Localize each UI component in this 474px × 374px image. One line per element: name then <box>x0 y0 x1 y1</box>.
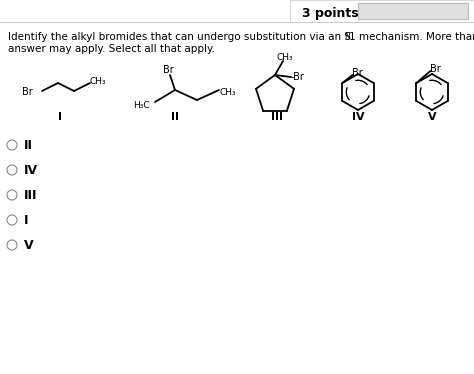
Text: 1 mechanism. More than one: 1 mechanism. More than one <box>349 32 474 42</box>
Text: Br: Br <box>22 87 33 97</box>
Text: 3 points: 3 points <box>302 6 359 19</box>
Text: III: III <box>271 112 283 122</box>
FancyBboxPatch shape <box>358 3 468 19</box>
Text: V: V <box>428 112 436 122</box>
Text: III: III <box>24 188 37 202</box>
Text: H₃C: H₃C <box>133 101 150 110</box>
Text: -Br: -Br <box>291 72 305 82</box>
Text: IV: IV <box>24 163 38 177</box>
Text: Identify the alkyl bromides that can undergo substitution via an S: Identify the alkyl bromides that can und… <box>8 32 351 42</box>
Text: CH₃: CH₃ <box>277 52 293 61</box>
Text: CH₃: CH₃ <box>90 77 107 86</box>
Text: II: II <box>171 112 179 122</box>
Text: Save Answer: Save Answer <box>382 6 445 16</box>
Text: I: I <box>24 214 28 227</box>
Text: Br: Br <box>430 64 441 74</box>
Text: Br: Br <box>163 65 174 75</box>
Text: Br: Br <box>352 68 363 78</box>
Text: IV: IV <box>352 112 365 122</box>
Text: CH₃: CH₃ <box>220 88 237 96</box>
Text: II: II <box>24 138 33 151</box>
Text: N: N <box>344 32 350 41</box>
Text: answer may apply. Select all that apply.: answer may apply. Select all that apply. <box>8 44 215 54</box>
Text: V: V <box>24 239 34 251</box>
Text: I: I <box>58 112 62 122</box>
